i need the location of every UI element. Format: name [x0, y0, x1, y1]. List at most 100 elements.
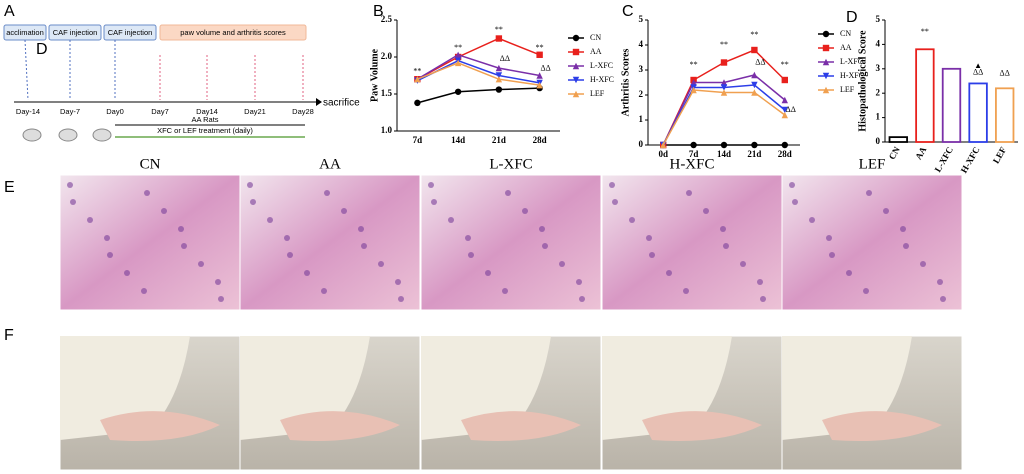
cell: [542, 243, 548, 249]
cell: [465, 235, 471, 241]
cell: [539, 226, 545, 232]
legend-label: CN: [590, 33, 601, 42]
legend-label: CN: [840, 29, 851, 38]
histology-image: [239, 174, 421, 311]
annotation: **: [454, 43, 462, 52]
cell: [740, 261, 746, 267]
marker: [660, 141, 667, 149]
x-tick-label: CN: [887, 145, 902, 162]
x-tick-label: 28d: [533, 135, 547, 145]
cell: [863, 288, 869, 294]
histology-image: [781, 174, 963, 311]
y-tick-label: 4: [876, 38, 881, 48]
y-tick-label: 0: [876, 136, 881, 146]
panel-label: D: [36, 41, 48, 58]
caption: AA: [319, 156, 341, 172]
y-tick-label: 1.5: [381, 88, 393, 98]
marker: [572, 48, 580, 56]
cell: [900, 226, 906, 232]
bar: [941, 67, 962, 143]
marker: [690, 79, 697, 86]
cell: [723, 243, 729, 249]
cell: [940, 296, 946, 302]
marker: [414, 76, 421, 83]
marker: [495, 35, 503, 42]
cell: [829, 252, 835, 258]
cell: [760, 296, 766, 302]
marker: [751, 81, 758, 89]
y-tick-label: 2.0: [381, 51, 393, 61]
x-tick-label: 7d: [413, 135, 423, 145]
series-line: [417, 37, 540, 80]
annotation: **: [690, 60, 698, 69]
y-tick-label: 0: [639, 139, 644, 149]
cell: [324, 190, 330, 196]
dashes: [24, 39, 304, 101]
marker: [572, 34, 580, 42]
marker: [454, 88, 462, 95]
marker: [781, 76, 788, 84]
treatment-label: XFC or LEF treatment (daily): [157, 126, 253, 135]
marker: [495, 64, 503, 72]
day: Day14: [196, 107, 218, 116]
y-tick-label: 4: [639, 39, 644, 49]
end-label: sacrifice: [323, 98, 360, 109]
cell: [468, 252, 474, 258]
annotation: **: [781, 60, 789, 69]
x-tick-label: 28d: [778, 149, 792, 159]
cell: [87, 217, 93, 223]
marker: [454, 51, 462, 58]
cell: [846, 270, 852, 276]
cell: [161, 208, 167, 214]
x-tick-label: 21d: [747, 149, 761, 159]
annotation: ΔΔ: [1000, 69, 1010, 78]
day: Day-7: [60, 107, 80, 116]
annotation: ΔΔ: [973, 67, 983, 76]
cell: [395, 279, 401, 285]
cell: [703, 208, 709, 214]
cell: [378, 261, 384, 267]
cell: [215, 279, 221, 285]
marker: [536, 51, 543, 58]
marker: [572, 76, 580, 84]
x-tick-label: LEF: [991, 145, 1009, 166]
cell: [178, 226, 184, 232]
cell: [686, 190, 692, 196]
panel-label: E: [4, 179, 15, 196]
marker: [822, 72, 830, 80]
marker: [720, 59, 728, 66]
cell: [720, 226, 726, 232]
cell: [809, 217, 815, 223]
panel-label: F: [4, 327, 14, 344]
annotation: ▲: [974, 61, 982, 70]
cell: [284, 235, 290, 241]
histology-image: [601, 174, 783, 311]
series-line: [662, 89, 786, 146]
marker: [751, 141, 758, 149]
rat-icon: [92, 128, 112, 142]
cell: [431, 199, 437, 205]
bar: [888, 136, 908, 143]
cell: [428, 182, 434, 188]
box-label: CAF injection: [53, 28, 98, 37]
marker: [781, 96, 788, 104]
legend-label: AA: [590, 47, 602, 56]
panel-label: A: [4, 3, 15, 20]
cell: [559, 261, 565, 267]
marker: [822, 44, 830, 52]
cell: [792, 199, 798, 205]
legend-label: L-XFC: [590, 61, 613, 70]
cell: [358, 226, 364, 232]
cell: [937, 279, 943, 285]
marker: [822, 58, 830, 66]
marker: [751, 89, 758, 96]
cell: [181, 243, 187, 249]
cell: [485, 270, 491, 276]
bar: [995, 87, 1015, 143]
rat-icon: [22, 128, 42, 142]
cell: [250, 199, 256, 205]
day: Day7: [151, 107, 169, 116]
cell: [757, 279, 763, 285]
y-axis-label: Paw Volume: [369, 48, 380, 102]
